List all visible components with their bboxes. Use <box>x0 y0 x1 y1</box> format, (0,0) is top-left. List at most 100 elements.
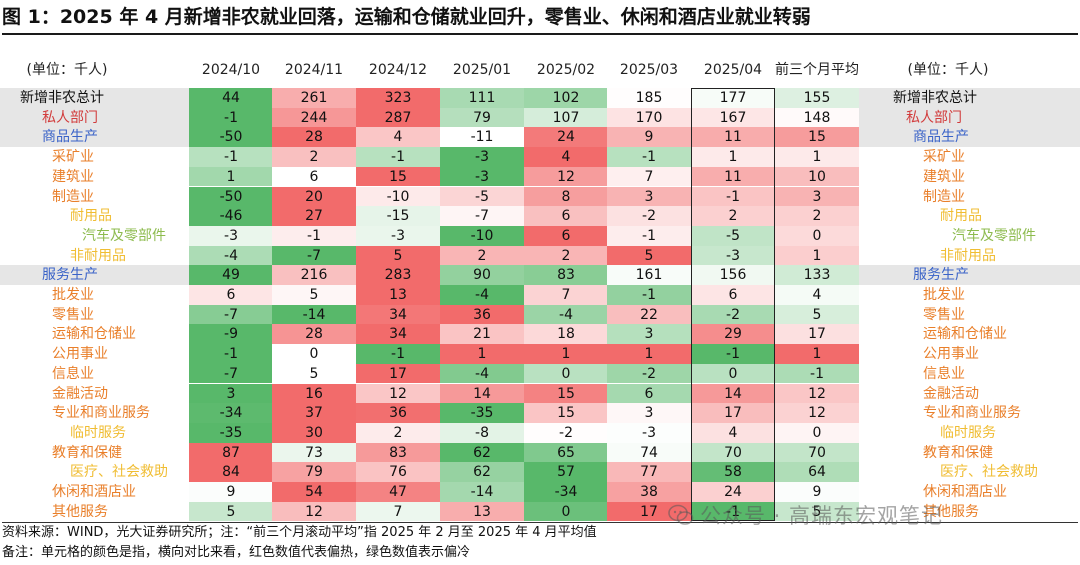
value-cell: 2 <box>440 245 524 266</box>
value-cell: -1 <box>691 186 775 207</box>
value-cell: 17 <box>691 403 775 423</box>
row-label: 制造业 <box>52 188 94 205</box>
value-cell: 28 <box>272 127 356 148</box>
table-row: 医疗、社会救助 84 79 76 62 57 77 58 64 医疗、社会救助 <box>0 462 1080 482</box>
value-cell: -35 <box>440 403 524 423</box>
value-cell: 12 <box>524 166 608 187</box>
value-cell: 12 <box>775 383 859 404</box>
value-cell: 13 <box>440 501 524 522</box>
value-cell: 1 <box>775 344 859 364</box>
value-cell: -3 <box>440 147 524 167</box>
value-cell: 11 <box>691 127 775 148</box>
table-row: 专业和商业服务 -34 37 36 -35 15 3 17 12 专业和商业服务 <box>0 403 1080 423</box>
value-cell: 2 <box>775 206 859 226</box>
row-label: 私人部门 <box>42 109 98 126</box>
value-cell: 47 <box>356 482 440 502</box>
value-cell: 1 <box>775 147 859 167</box>
row-label-right: 私人部门 <box>906 109 962 126</box>
value-cell: -2 <box>607 363 691 384</box>
value-cell: 2 <box>272 147 356 167</box>
row-label: 建筑业 <box>52 168 94 185</box>
value-cell: 111 <box>440 88 524 108</box>
row-label-right: 制造业 <box>923 188 965 205</box>
value-cell: 3 <box>607 324 691 345</box>
value-cell: 76 <box>356 462 440 482</box>
row-label: 临时服务 <box>70 424 126 441</box>
value-cell: 12 <box>775 403 859 423</box>
value-cell: -15 <box>356 206 440 226</box>
value-cell: -34 <box>524 482 608 502</box>
row-label: 耐用品 <box>70 208 112 225</box>
row-label-right: 公用事业 <box>923 346 979 363</box>
value-cell: 0 <box>775 422 859 443</box>
value-cell: -2 <box>691 304 775 325</box>
value-cell: 7 <box>356 501 440 522</box>
column-header: 2025/02 <box>536 62 596 78</box>
value-cell: 6 <box>272 166 356 187</box>
value-cell: 4 <box>691 422 775 443</box>
table-row: 耐用品 -46 27 -15 -7 6 -2 2 2 耐用品 <box>0 206 1080 226</box>
column-header: 2025/01 <box>452 62 512 78</box>
table-row: 信息业 -7 5 17 -4 0 -2 0 -1 信息业 <box>0 363 1080 384</box>
value-cell: 15 <box>356 166 440 187</box>
row-label-right: 服务生产 <box>913 267 969 284</box>
value-cell: -10 <box>356 186 440 207</box>
value-cell: 24 <box>691 482 775 502</box>
value-cell: 15 <box>524 403 608 423</box>
value-cell: 2 <box>524 245 608 266</box>
value-cell: 73 <box>272 442 356 463</box>
value-cell: 9 <box>775 482 859 502</box>
value-cell: 14 <box>440 383 524 404</box>
value-cell: 5 <box>775 304 859 325</box>
value-cell: 49 <box>189 265 273 285</box>
row-label-right: 教育和保健 <box>923 444 993 461</box>
value-cell: 16 <box>272 383 356 404</box>
value-cell: 3 <box>607 403 691 423</box>
value-cell: 24 <box>524 127 608 148</box>
value-cell: -14 <box>440 482 524 502</box>
value-cell: 64 <box>775 462 859 482</box>
row-label: 新增非农总计 <box>20 90 104 106</box>
value-cell: 3 <box>775 186 859 207</box>
value-cell: 57 <box>524 462 608 482</box>
value-cell: 30 <box>272 422 356 443</box>
row-label: 零售业 <box>52 306 94 323</box>
value-cell: -3 <box>189 225 273 246</box>
row-label: 专业和商业服务 <box>52 405 150 422</box>
value-cell: 5 <box>272 363 356 384</box>
row-label: 运输和仓储业 <box>52 326 136 343</box>
value-cell: -1 <box>356 344 440 364</box>
row-label-right: 临时服务 <box>940 424 996 441</box>
title-divider <box>2 33 1078 35</box>
value-cell: 287 <box>356 107 440 128</box>
row-label: 金融活动 <box>52 385 108 402</box>
value-cell: 0 <box>524 501 608 522</box>
row-label-right: 新增非农总计 <box>893 90 977 106</box>
row-label: 教育和保健 <box>52 444 122 461</box>
table-row: 新增非农总计 44 261 323 111 102 185 177 155 新增非农总计 <box>0 88 1080 108</box>
value-cell: 65 <box>524 442 608 463</box>
table-row: 零售业 -7 -14 34 36 -4 22 -2 5 零售业 <box>0 304 1080 325</box>
value-cell: 244 <box>272 107 356 128</box>
value-cell: -1 <box>189 344 273 364</box>
row-label: 信息业 <box>52 365 94 382</box>
value-cell: 0 <box>691 363 775 384</box>
value-cell: 2 <box>356 422 440 443</box>
value-cell: -5 <box>691 225 775 246</box>
value-cell: 17 <box>356 363 440 384</box>
value-cell: -7 <box>189 363 273 384</box>
value-cell: -7 <box>189 304 273 325</box>
value-cell: 79 <box>440 107 524 128</box>
row-label-right: 运输和仓储业 <box>923 326 1007 343</box>
value-cell: -1 <box>356 147 440 167</box>
row-label: 采矿业 <box>52 149 94 166</box>
table-row: 其他服务 5 12 7 13 0 17 -1 5 其他服务 <box>0 501 1080 522</box>
value-cell: 283 <box>356 265 440 285</box>
table-row: 私人部门 -1 244 287 79 107 170 167 148 私人部门 <box>0 107 1080 128</box>
value-cell: -1 <box>607 147 691 167</box>
value-cell: 4 <box>356 127 440 148</box>
table-row: 临时服务 -35 30 2 -8 -2 -3 4 0 临时服务 <box>0 422 1080 443</box>
table-row: 非耐用品 -4 -7 5 2 2 5 -3 1 非耐用品 <box>0 245 1080 266</box>
value-cell: -3 <box>440 166 524 187</box>
table-row: 金融活动 3 16 12 14 15 6 14 12 金融活动 <box>0 383 1080 404</box>
